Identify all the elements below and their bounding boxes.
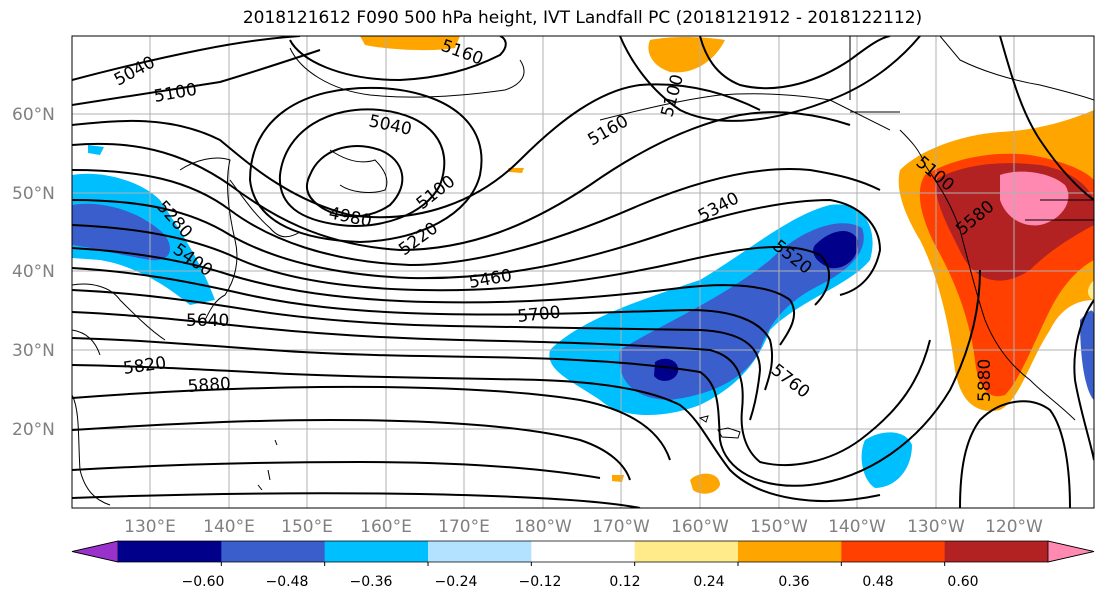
colorbar-tick: 0.36 [778,574,809,590]
lat-label: 40°N [12,262,55,282]
colorbar-tick: −0.12 [519,574,562,590]
colorbar-tick: 0.12 [609,574,640,590]
longitude-labels: 130°E 140°E 150°E 160°E 170°E 180°W 170°… [124,517,1043,537]
contour-label: 5880 [975,359,995,402]
ivt-negative-west-shading [72,145,215,305]
contour-label: 5700 [516,303,561,327]
lon-label: 160°E [360,517,412,537]
lon-label: 180°W [514,517,572,537]
colorbar-tick: −0.24 [435,574,478,590]
colorbar-segment [324,541,429,562]
lat-label: 60°N [12,105,55,125]
colorbar-tick: −0.48 [266,574,309,590]
lon-label: 150°E [281,517,333,537]
lon-label: 140°W [828,517,886,537]
colorbar-tick: 0.48 [862,574,893,590]
colorbar-ticks: −0.60 −0.48 −0.36 −0.24 −0.12 0.12 0.24 … [182,574,979,590]
lon-label: 130°W [907,517,965,537]
ivt-negative-central-shading [549,204,1094,488]
map-panel: 5040 5100 5040 5160 5100 4980 5100 5220 … [72,36,1094,508]
contour-label: 5880 [187,374,232,397]
colorbar-outline [71,540,1095,563]
map-title: 2018121612 F090 500 hPa height, IVT Land… [242,8,923,28]
lon-label: 160°W [671,517,729,537]
colorbar-tick: −0.36 [350,574,393,590]
map-frame [71,35,1095,509]
colorbar-extend-high [1047,540,1095,563]
colorbar-tick: −0.60 [182,574,225,590]
lat-label: 30°N [12,341,55,361]
colorbar-segment [118,541,222,562]
ivt-positive-small-shading [360,36,1094,494]
lat-label: 50°N [12,184,55,204]
colorbar-tick: 0.60 [947,574,978,590]
contour-label: 5640 [186,311,229,331]
colorbar-segment [634,541,739,562]
colorbar-segment [944,541,1049,562]
coastlines [72,36,1094,506]
height-contours [72,36,1094,508]
colorbar-segment [428,541,532,562]
lon-label: 150°W [750,517,808,537]
colorbar-segment [221,541,326,562]
colorbar-tick: 0.24 [693,574,724,590]
lon-label: 130°E [124,517,176,537]
colorbar-segment [531,541,636,562]
gridlines [72,36,1094,508]
lon-label: 170°W [592,517,650,537]
colorbar-extend-low [71,540,119,563]
latitude-labels: 60°N 50°N 40°N 30°N 20°N [12,105,55,440]
lon-label: 140°E [203,517,255,537]
colorbar-segment [738,541,842,562]
lat-label: 20°N [12,420,55,440]
colorbar [71,540,1095,566]
lon-label: 120°W [985,517,1043,537]
lon-label: 170°E [438,517,490,537]
colorbar-segment [841,541,946,562]
